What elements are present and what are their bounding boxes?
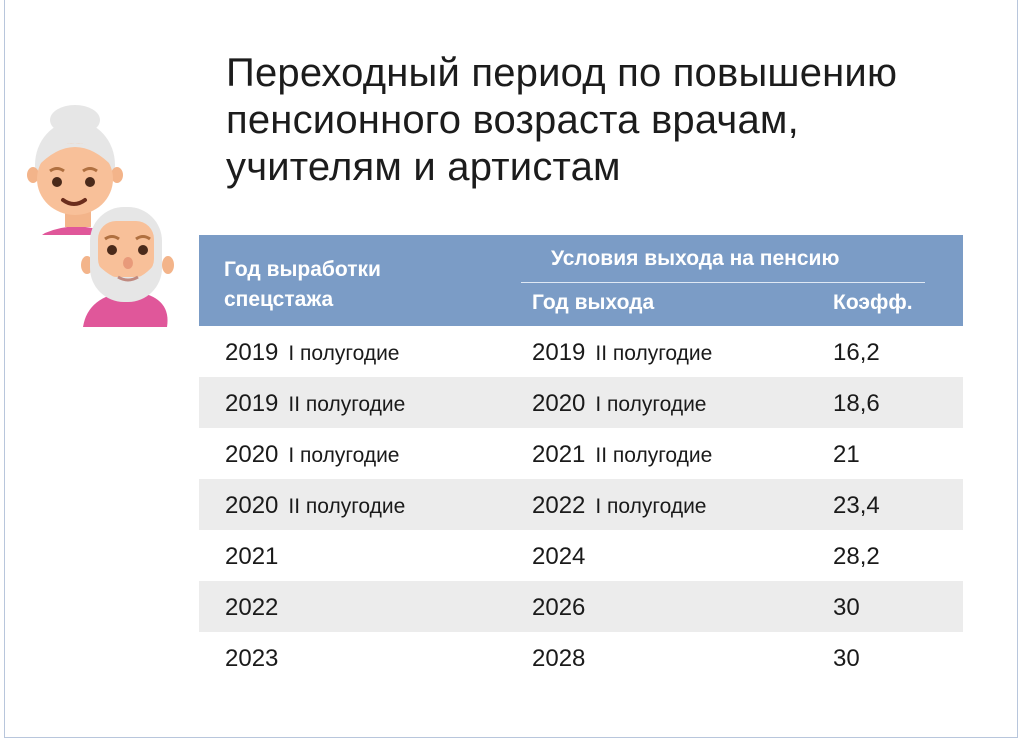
header-retirement-conditions: Условия выхода на пенсию — [551, 247, 840, 270]
year: 2022 — [532, 492, 586, 519]
table-row: 2023 2028 30 — [199, 632, 963, 683]
coefficient-cell: 30 — [833, 645, 860, 672]
half-year: II полугодие — [288, 393, 406, 416]
retirement-year-cell: 2024 — [532, 543, 595, 571]
half-year: II полугодие — [595, 444, 713, 467]
year: 2019 — [532, 339, 586, 366]
table-row: 2019 II полугодие 2020 I полугодие 18,6 — [199, 377, 963, 428]
year: 2019 — [225, 390, 279, 417]
year: 2021 — [225, 543, 279, 570]
table-row: 2021 2024 28,2 — [199, 530, 963, 581]
retirement-year-cell: 2020 I полугодие — [532, 390, 706, 418]
header-retirement-year: Год выхода — [532, 291, 655, 314]
pension-table: Год выработки спецстажа Условия выхода н… — [199, 235, 963, 683]
work-year-cell: 2019 II полугодие — [225, 390, 405, 418]
page-title: Переходный период по повышению пенсионно… — [226, 50, 897, 191]
retirement-year-cell: 2021 II полугодие — [532, 441, 712, 469]
retirement-year-cell: 2019 II полугодие — [532, 339, 712, 367]
year: 2023 — [225, 645, 279, 672]
header-divider — [521, 282, 925, 283]
header-text: спецстажа — [224, 288, 334, 311]
retirement-year-cell: 2028 — [532, 645, 595, 673]
elderly-woman-avatar-icon — [27, 105, 123, 235]
work-year-cell: 2019 I полугодие — [225, 339, 399, 367]
year: 2022 — [225, 594, 279, 621]
year: 2026 — [532, 594, 586, 621]
work-year-cell: 2020 I полугодие — [225, 441, 399, 469]
coefficient-cell: 30 — [833, 594, 860, 621]
half-year: II полугодие — [595, 342, 713, 365]
work-year-cell: 2022 — [225, 594, 288, 622]
year: 2019 — [225, 339, 279, 366]
half-year: I полугодие — [595, 393, 707, 416]
retirement-year-cell: 2026 — [532, 594, 595, 622]
table-row: 2020 I полугодие 2021 II полугодие 21 — [199, 428, 963, 479]
title-line: учителям и артистам — [226, 145, 621, 189]
table-header: Год выработки спецстажа Условия выхода н… — [199, 235, 963, 326]
work-year-cell: 2021 — [225, 543, 288, 571]
header-text: Год выработки — [224, 258, 381, 281]
year: 2020 — [225, 492, 279, 519]
half-year: I полугодие — [595, 495, 707, 518]
year: 2021 — [532, 441, 586, 468]
header-work-year: Год выработки спецстажа — [224, 255, 381, 315]
year: 2020 — [532, 390, 586, 417]
coefficient-cell: 16,2 — [833, 339, 880, 366]
work-year-cell: 2023 — [225, 645, 288, 673]
avatars — [20, 105, 180, 335]
year: 2024 — [532, 543, 586, 570]
coefficient-cell: 21 — [833, 441, 860, 468]
title-line: пенсионного возраста врачам, — [226, 98, 799, 142]
half-year: II полугодие — [288, 495, 406, 518]
retirement-year-cell: 2022 I полугодие — [532, 492, 706, 520]
coefficient-cell: 23,4 — [833, 492, 880, 519]
title-line: Переходный период по повышению — [226, 51, 898, 95]
table-row: 2022 2026 30 — [199, 581, 963, 632]
half-year: I полугодие — [288, 444, 400, 467]
coefficient-cell: 18,6 — [833, 390, 880, 417]
elderly-man-avatar-icon — [81, 207, 174, 327]
work-year-cell: 2020 II полугодие — [225, 492, 405, 520]
half-year: I полугодие — [288, 342, 400, 365]
year: 2028 — [532, 645, 586, 672]
year: 2020 — [225, 441, 279, 468]
table-row: 2019 I полугодие 2019 II полугодие 16,2 — [199, 326, 963, 377]
header-coefficient: Коэфф. — [833, 291, 913, 314]
table-row: 2020 II полугодие 2022 I полугодие 23,4 — [199, 479, 963, 530]
coefficient-cell: 28,2 — [833, 543, 880, 570]
